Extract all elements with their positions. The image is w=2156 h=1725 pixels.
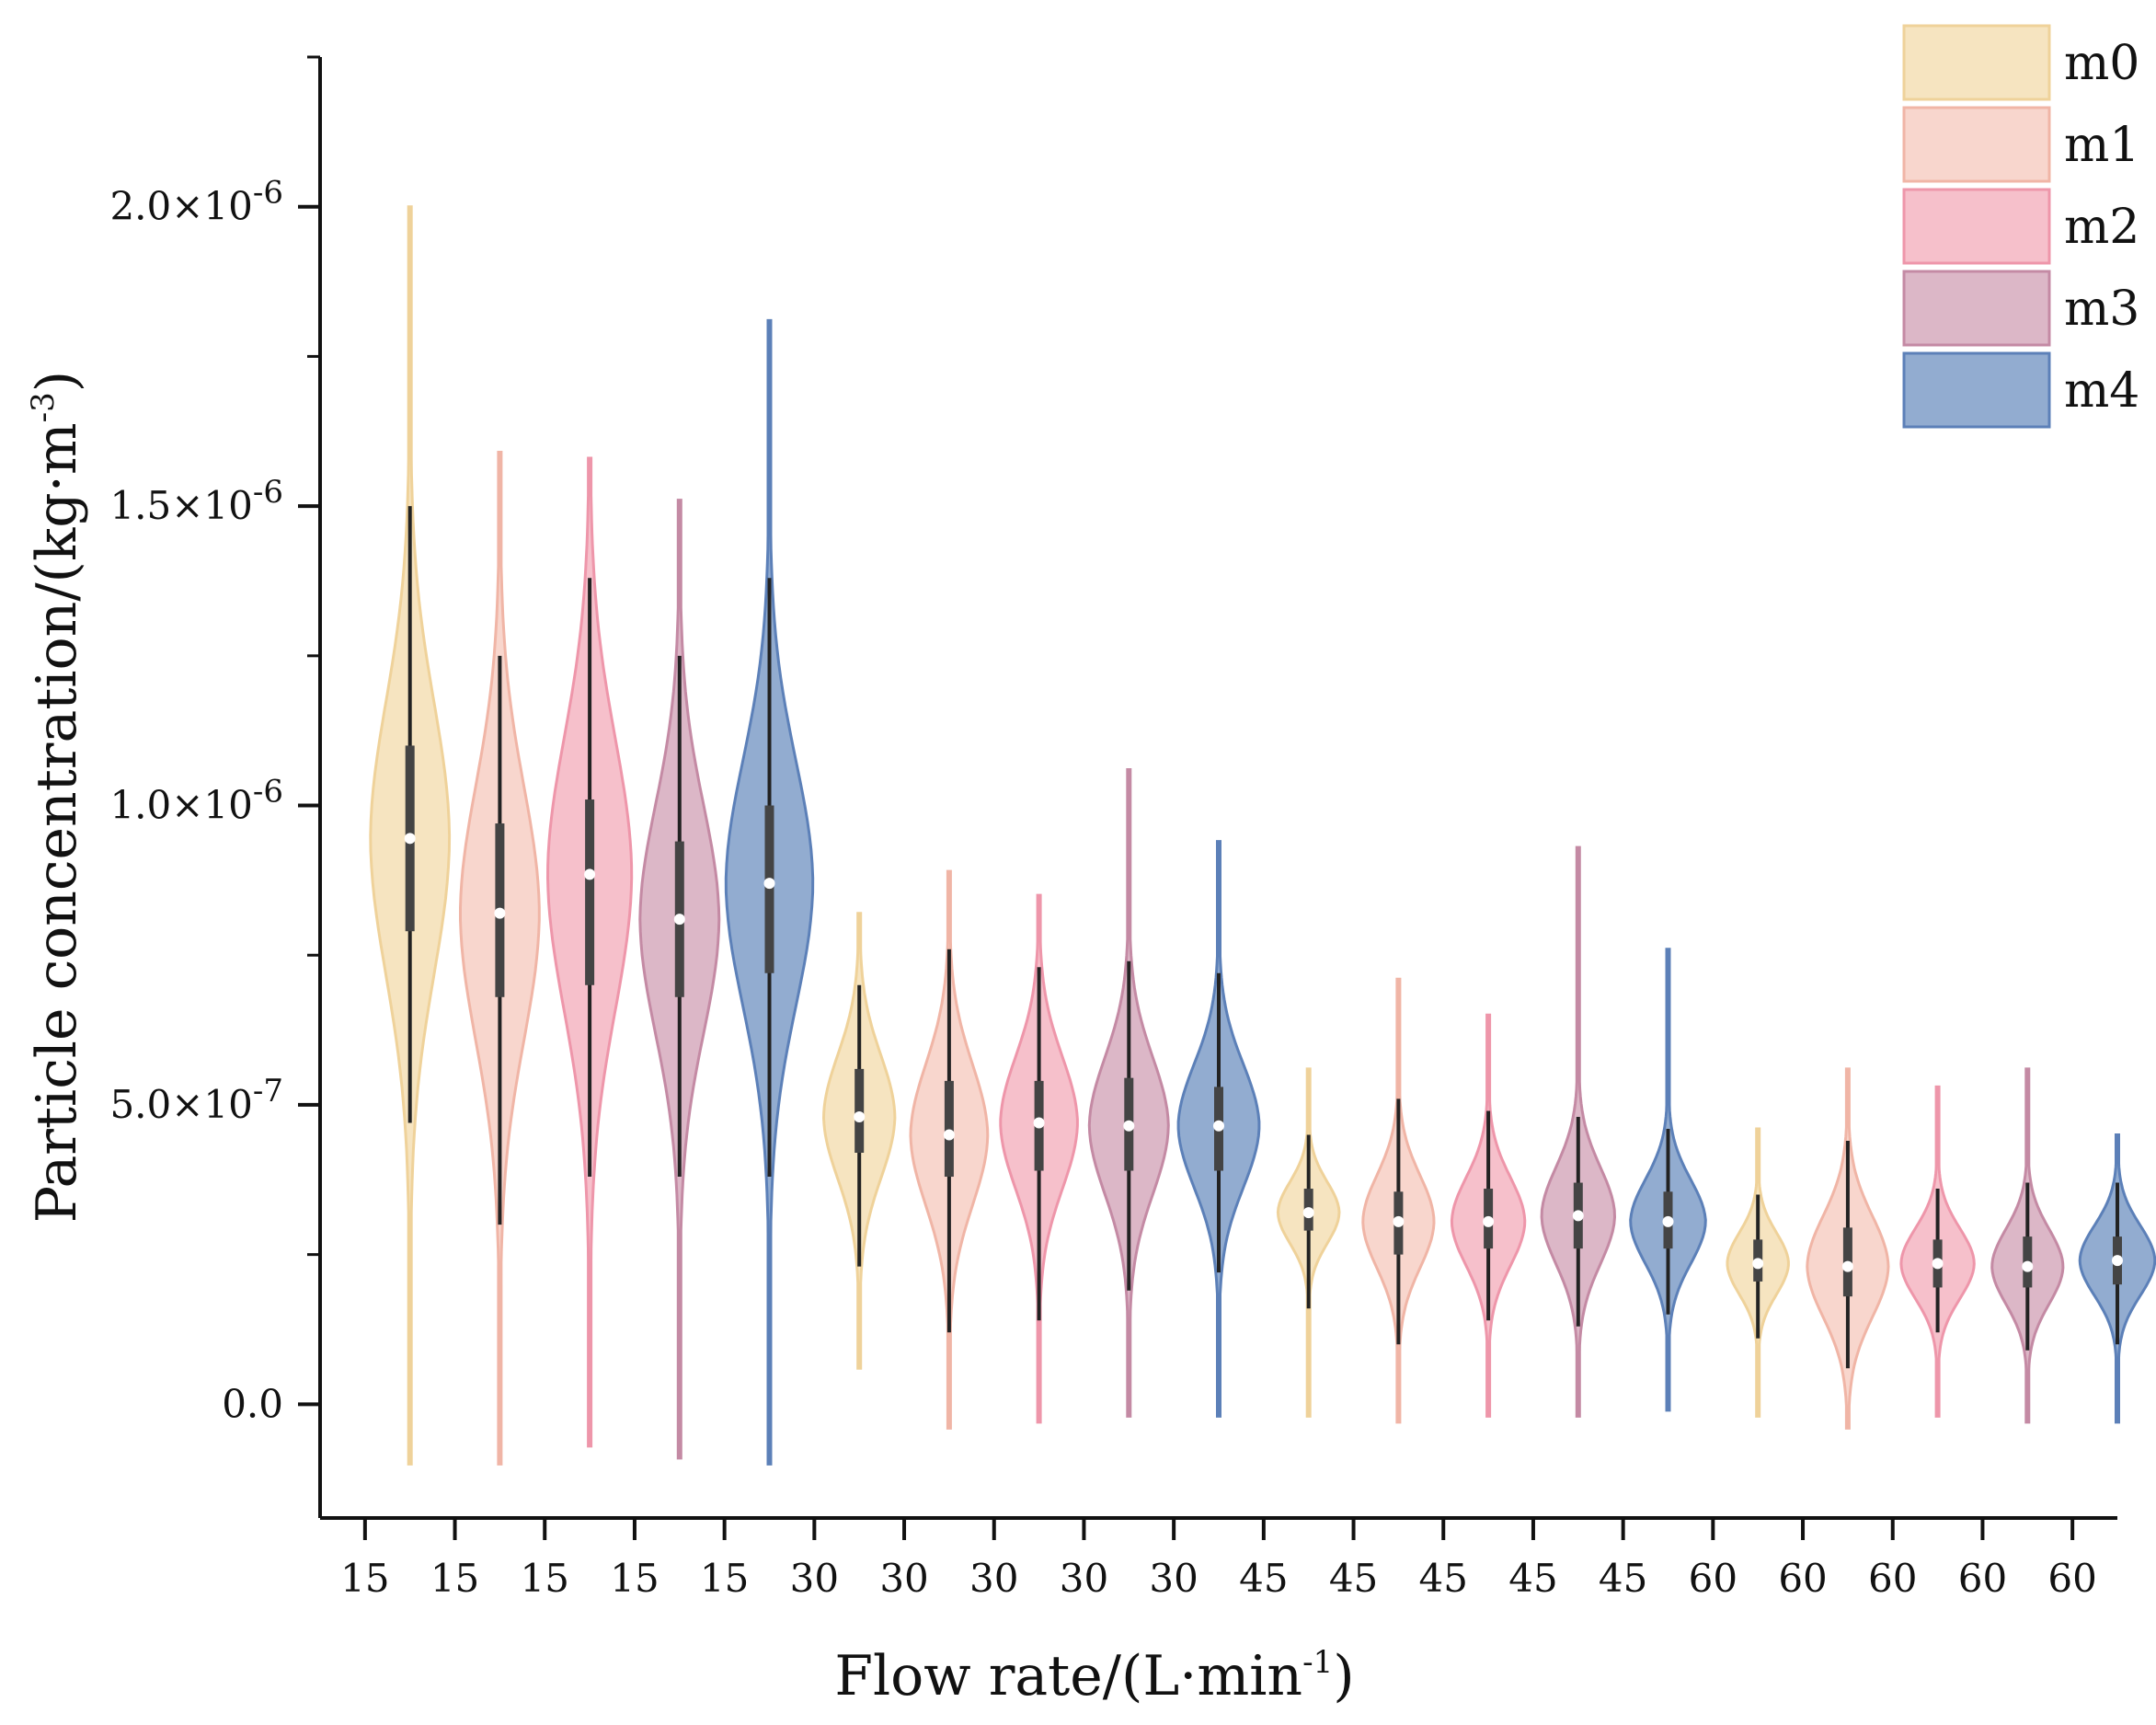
x-tick-label: 15	[700, 1556, 749, 1601]
x-tick-label: 30	[969, 1556, 1018, 1601]
x-tick-label: 15	[430, 1556, 479, 1601]
y-tick-label: 0.0	[222, 1381, 283, 1426]
legend-item-m3: m3	[1902, 270, 2139, 347]
violin-median-dot	[1483, 1215, 1495, 1227]
legend-swatch	[1902, 106, 2051, 183]
y-tick-label: 1.0×10-6	[109, 774, 283, 828]
legend-swatch	[1902, 24, 2051, 101]
violin-m4-60	[2078, 1133, 2156, 1424]
x-tick-label: 15	[610, 1556, 659, 1601]
x-tick-label: 30	[790, 1556, 839, 1601]
violin-median-dot	[1123, 1120, 1135, 1132]
legend-label: m1	[2064, 118, 2139, 173]
legend-item-m2: m2	[1902, 188, 2139, 265]
x-axis-title: Flow rate/(L·min-1)	[834, 1644, 1354, 1708]
violin-m1-60	[1806, 1067, 1890, 1430]
violin-median-dot	[1033, 1117, 1045, 1129]
x-tick-label: 30	[1149, 1556, 1198, 1601]
violin-m1-15	[459, 451, 541, 1466]
legend-label: m2	[2064, 200, 2139, 255]
legend-swatch	[1902, 188, 2051, 265]
violin-median-dot	[404, 833, 416, 845]
x-tick-label: 30	[879, 1556, 928, 1601]
violin-median-dot	[943, 1129, 955, 1141]
violin-median-dot	[1752, 1258, 1764, 1270]
violin-m1-30	[909, 869, 990, 1430]
violin-iqr-box	[764, 805, 774, 973]
x-tick-label: 60	[1689, 1556, 1737, 1601]
legend-item-m0: m0	[1902, 24, 2139, 101]
violin-m3-30	[1087, 768, 1170, 1418]
violin-m4-30	[1176, 840, 1261, 1418]
violin-median-dot	[854, 1110, 866, 1122]
violin-iqr-box	[854, 1068, 865, 1153]
violin-median-dot	[673, 914, 685, 926]
violin-median-dot	[1932, 1258, 1944, 1270]
x-tick-label: 45	[1599, 1556, 1647, 1601]
x-tick-label: 45	[1508, 1556, 1557, 1601]
legend-swatch	[1902, 351, 2051, 429]
violin-median-dot	[1572, 1210, 1584, 1222]
x-tick-label: 45	[1239, 1556, 1288, 1601]
x-tick-label: 60	[1868, 1556, 1917, 1601]
x-tick-label: 45	[1329, 1556, 1378, 1601]
violin-m0-15	[369, 205, 452, 1466]
legend-item-m1: m1	[1902, 106, 2139, 183]
violin-m2-15	[545, 456, 634, 1448]
legend-item-m4: m4	[1902, 351, 2139, 429]
violin-m2-30	[999, 893, 1079, 1424]
violin-median-dot	[2112, 1255, 2123, 1267]
axes	[318, 57, 2117, 1520]
violin-median-dot	[1213, 1120, 1224, 1132]
violin-iqr-box	[585, 799, 595, 985]
violin-median-dot	[1393, 1215, 1405, 1227]
violin-median-dot	[1662, 1215, 1674, 1227]
violin-median-dot	[2022, 1260, 2034, 1272]
violin-m3-45	[1540, 845, 1617, 1418]
legend: m0 m1 m2 m3 m4	[1902, 24, 2139, 429]
y-tick-label: 1.5×10-6	[109, 474, 283, 528]
violin-m2-45	[1450, 1013, 1527, 1418]
y-tick-label: 2.0×10-6	[109, 175, 283, 229]
violins	[369, 205, 2156, 1466]
violin-median-dot	[1302, 1207, 1314, 1219]
x-tick-label: 15	[521, 1556, 569, 1601]
legend-label: m0	[2064, 36, 2139, 91]
violin-m0-60	[1726, 1127, 1790, 1418]
violin-median-dot	[763, 878, 775, 890]
violin-m2-60	[1899, 1085, 1976, 1418]
ticks: 0.0 5.0×10-7 1.0×10-6 1.5×10-6 2.0×10-6 15 15 1…	[109, 55, 2097, 1601]
legend-swatch	[1902, 270, 2051, 347]
legend-label: m4	[2064, 363, 2139, 419]
violin-m3-60	[1990, 1067, 2065, 1424]
legend-label: m3	[2064, 282, 2139, 337]
x-tick-label: 60	[1958, 1556, 2007, 1601]
violin-m0-45	[1276, 1067, 1341, 1418]
x-tick-label: 60	[1778, 1556, 1827, 1601]
violin-median-dot	[1841, 1260, 1853, 1272]
violin-iqr-box	[944, 1080, 954, 1178]
violin-m4-15	[724, 318, 815, 1466]
x-tick-label: 45	[1419, 1556, 1468, 1601]
violin-m1-45	[1361, 977, 1436, 1424]
violin-m3-15	[638, 499, 721, 1460]
violin-median-dot	[494, 907, 506, 919]
y-tick-label: 5.0×10-7	[109, 1073, 283, 1127]
x-tick-label: 60	[2047, 1556, 2096, 1601]
y-axis-title: Particle concentration/(kg·m-3)	[25, 371, 89, 1223]
violin-median-dot	[584, 868, 596, 880]
x-tick-label: 15	[340, 1556, 389, 1601]
violin-m0-30	[821, 912, 897, 1370]
violin-m4-45	[1629, 948, 1707, 1412]
x-tick-label: 30	[1060, 1556, 1108, 1601]
